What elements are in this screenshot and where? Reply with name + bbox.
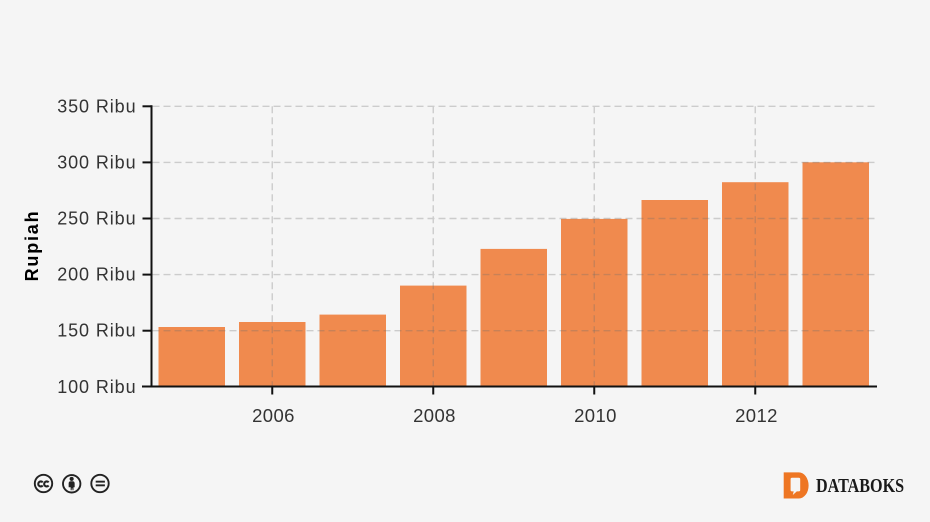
svg-text:350 Ribu: 350 Ribu (57, 96, 136, 116)
svg-text:250 Ribu: 250 Ribu (57, 209, 136, 229)
svg-text:150 Ribu: 150 Ribu (57, 321, 136, 341)
svg-text:200 Ribu: 200 Ribu (57, 265, 136, 285)
svg-text:300 Ribu: 300 Ribu (57, 152, 136, 172)
svg-text:2006: 2006 (252, 405, 295, 426)
svg-text:2008: 2008 (413, 405, 456, 426)
svg-text:Rupiah: Rupiah (22, 210, 42, 282)
svg-text:2010: 2010 (574, 405, 617, 426)
svg-text:100 Ribu: 100 Ribu (57, 377, 136, 397)
svg-text:DATABOKS: DATABOKS (816, 474, 904, 496)
svg-text:2012: 2012 (735, 405, 778, 426)
